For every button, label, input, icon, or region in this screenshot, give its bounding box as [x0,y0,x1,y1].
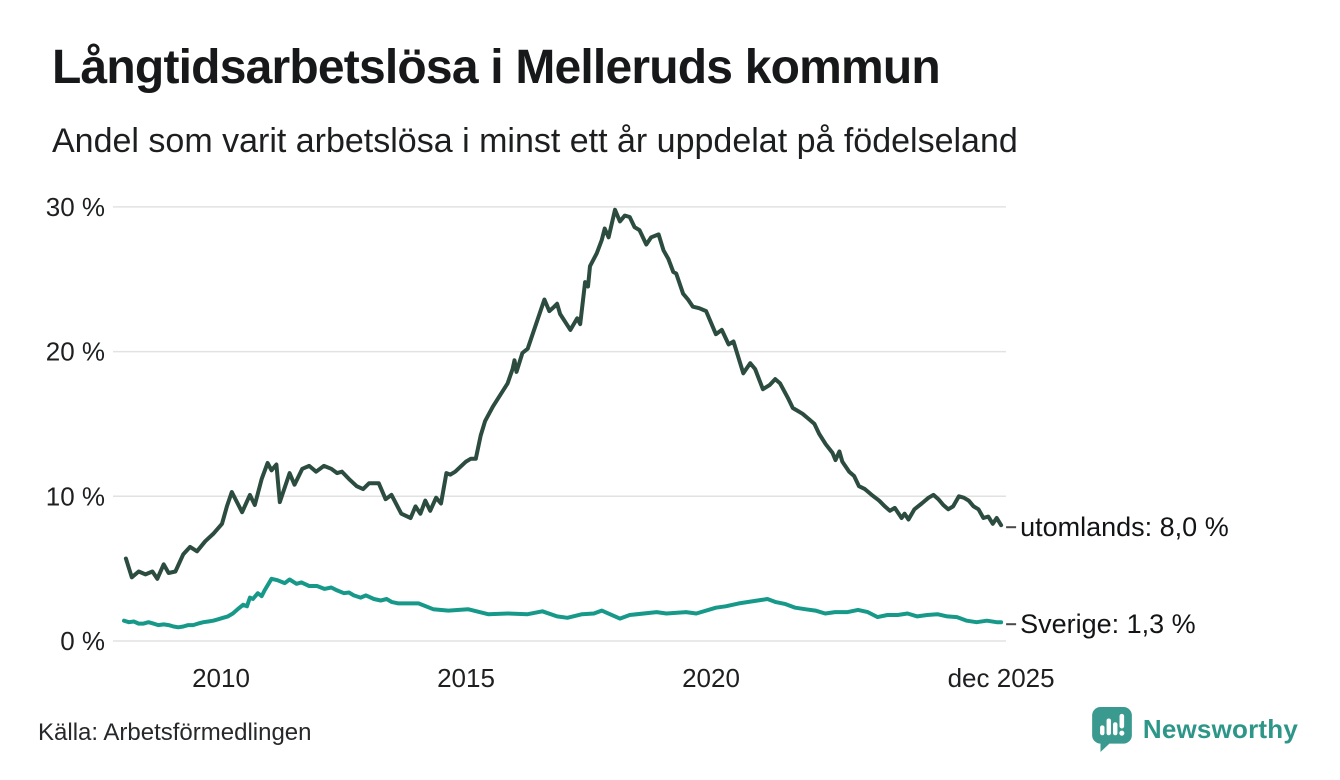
x-axis-tick-label: 2020 [682,663,740,693]
series-end-label-utomlands: utomlands: 8,0 % [1020,512,1229,542]
newsworthy-logo[interactable]: Newsworthy [1091,706,1298,752]
chart-title: Långtidsarbetslösa i Melleruds kommun [52,41,941,94]
x-axis-tick-label: 2015 [437,663,495,693]
newsworthy-bubble-chart-icon [1091,706,1133,752]
x-axis-tick-label: dec 2025 [948,663,1055,693]
series-end-label-Sverige: Sverige: 1,3 % [1020,609,1196,639]
x-axis-tick-label: 2010 [192,663,250,693]
newsworthy-wordmark: Newsworthy [1142,713,1298,744]
series-line-utomlands [123,207,1004,581]
chart-subtitle: Andel som varit arbetslösa i minst ett å… [52,122,1018,160]
y-axis-tick-label: 30 % [46,192,105,222]
y-axis-tick-label: 10 % [46,481,105,511]
source-note: Källa: Arbetsförmedlingen [38,719,312,746]
y-axis-tick-label: 20 % [46,337,105,367]
series-line-Sverige [122,576,1004,630]
y-axis-tick-label: 0 % [60,626,105,656]
